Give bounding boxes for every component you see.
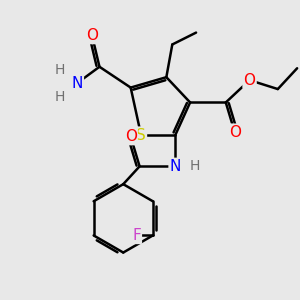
Text: O: O: [244, 73, 256, 88]
Text: F: F: [132, 228, 141, 243]
Text: O: O: [229, 125, 241, 140]
Text: H: H: [54, 89, 64, 103]
Text: O: O: [86, 28, 98, 43]
Text: H: H: [54, 63, 64, 77]
Text: S: S: [136, 128, 146, 142]
Text: N: N: [71, 76, 83, 91]
Text: H: H: [189, 159, 200, 173]
Text: N: N: [169, 159, 181, 174]
Text: O: O: [125, 129, 137, 144]
